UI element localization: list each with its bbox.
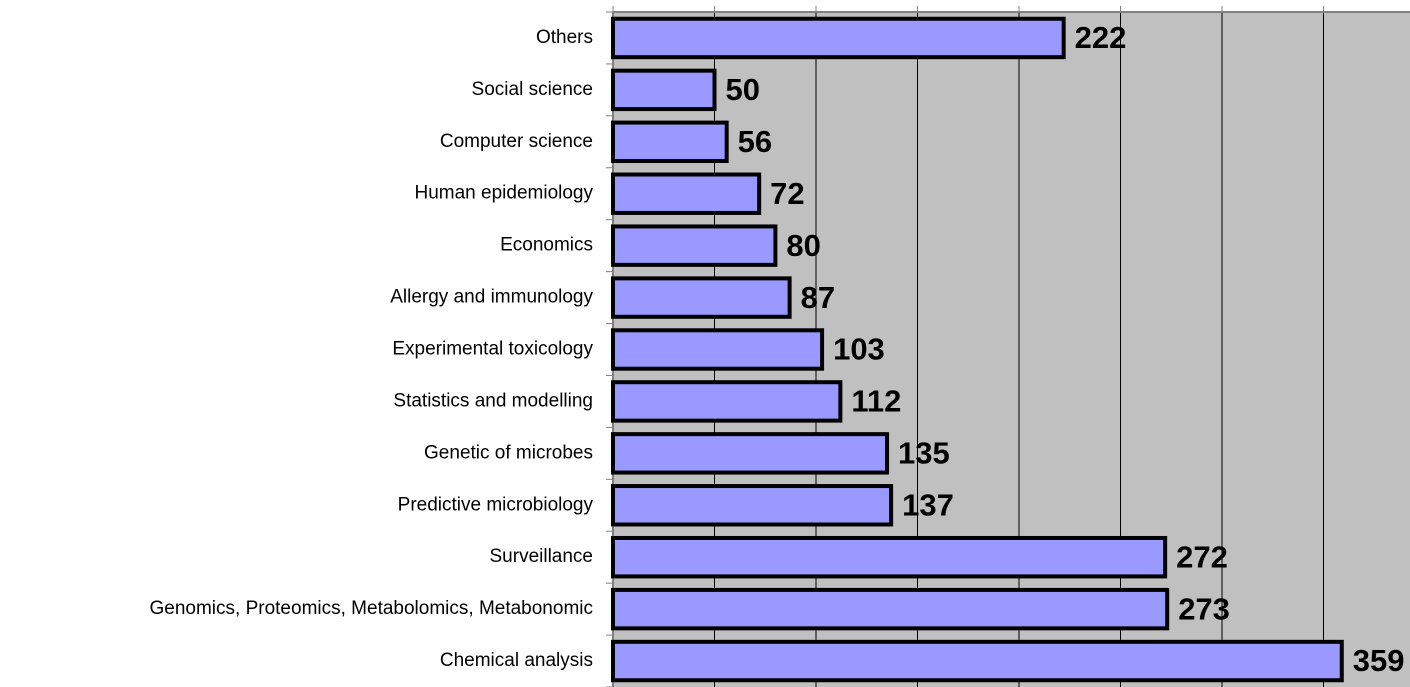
y-tick-label: Genetic of microbes <box>424 442 593 463</box>
y-tick-label: Allergy and immunology <box>390 287 593 308</box>
value-label: 56 <box>738 124 772 159</box>
value-label: 272 <box>1176 539 1228 574</box>
y-tick-label: Statistics and modelling <box>393 390 593 411</box>
bar <box>611 68 717 112</box>
y-tick-label: Genomics, Proteomics, Metabolomics, Meta… <box>150 598 594 619</box>
y-tick-label: Social science <box>472 79 593 100</box>
bar <box>611 224 778 267</box>
bar <box>611 432 890 475</box>
y-tick-label: Economics <box>500 235 593 256</box>
y-tick-label: Predictive microbiology <box>398 494 594 515</box>
bar <box>611 484 894 527</box>
bar <box>611 276 792 319</box>
bar <box>611 120 729 164</box>
value-label: 50 <box>726 72 760 107</box>
y-tick-label: Experimental toxicology <box>392 339 593 360</box>
value-label: 72 <box>770 176 804 211</box>
value-label: 222 <box>1075 20 1127 55</box>
bar <box>611 328 825 371</box>
y-tick-label: Chemical analysis <box>440 650 593 671</box>
bar <box>611 380 843 423</box>
value-label: 103 <box>833 332 885 367</box>
bar <box>611 172 762 215</box>
bar <box>611 16 1066 60</box>
bar <box>611 587 1170 631</box>
bar <box>611 639 1344 683</box>
value-label: 87 <box>801 280 835 315</box>
value-label: 135 <box>898 436 950 471</box>
value-label: 80 <box>786 228 820 263</box>
y-tick-label: Human epidemiology <box>415 183 594 204</box>
bar <box>611 535 1168 579</box>
value-label: 359 <box>1353 643 1405 678</box>
value-label: 137 <box>902 487 954 522</box>
y-tick-label: Others <box>536 27 593 48</box>
value-label: 273 <box>1178 591 1230 626</box>
value-label: 112 <box>851 384 901 419</box>
y-tick-label: Computer science <box>440 131 593 152</box>
y-tick-label: Surveillance <box>490 546 594 567</box>
